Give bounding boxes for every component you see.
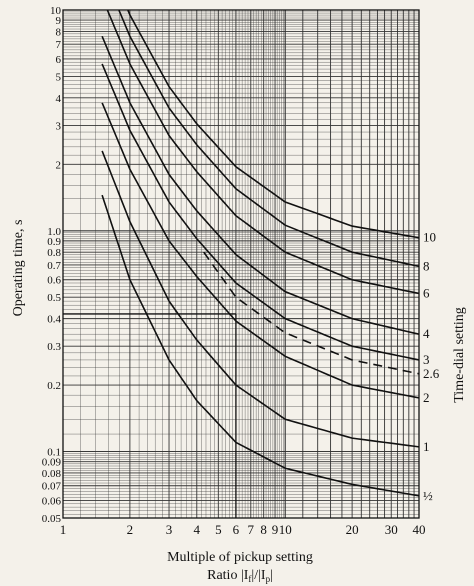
- series-label: 8: [423, 258, 430, 273]
- y-tick-label: 0.5: [47, 292, 61, 304]
- series-label: ½: [423, 488, 433, 503]
- x-axis-title-line1: Multiple of pickup setting: [167, 550, 313, 565]
- series-label: 6: [423, 285, 430, 300]
- x-tick-label: 10: [279, 522, 292, 537]
- ratio-label-start: Ratio |I: [207, 568, 249, 583]
- y-tick-label: 0.2: [47, 380, 61, 392]
- y-tick-label: 3: [56, 120, 62, 132]
- series-line-1: [101, 150, 420, 448]
- y-tick-label: 5: [56, 71, 62, 83]
- series-line-3: [101, 63, 420, 361]
- ratio-sub-f: f: [248, 574, 251, 584]
- series-line-2: [101, 102, 420, 399]
- y-tick-label: 0.9: [47, 236, 61, 248]
- series-line-10: [127, 9, 420, 239]
- y-tick-label: 0.08: [42, 468, 62, 480]
- plot-frame: [62, 9, 420, 519]
- x-tick-label: 2: [127, 522, 134, 537]
- x-tick-label: 40: [413, 522, 426, 537]
- series-label: 1: [423, 439, 430, 454]
- series-label: 10: [423, 230, 436, 245]
- ratio-sub-p: p: [266, 574, 271, 584]
- y-axis-title: Operating time, s: [11, 220, 26, 317]
- y-tick-label: 9: [56, 15, 62, 27]
- x-axis-title-line2: Ratio |If|/|Ip|: [207, 568, 273, 584]
- y-tick-label: 1.0: [47, 226, 61, 238]
- x-tick-label: 6: [233, 522, 240, 537]
- y-tick-label: 0.06: [42, 496, 62, 508]
- ratio-label-end: |: [270, 568, 273, 583]
- y-tick-label: 0.4: [47, 314, 61, 326]
- time-dial-axis-title: Time-dial setting: [452, 307, 467, 403]
- x-tick-label: 5: [215, 522, 222, 537]
- y-tick-label: 0.07: [42, 481, 62, 493]
- series-line-4: [101, 36, 420, 335]
- y-tick-label: 0.1: [47, 447, 61, 459]
- y-tick-label: 0.7: [47, 260, 61, 272]
- series-lines: [101, 9, 420, 497]
- series-line-6: [106, 9, 420, 295]
- x-tick-label: 7: [248, 522, 255, 537]
- y-tick-label: 0.05: [42, 513, 62, 525]
- x-tick-label: 4: [194, 522, 201, 537]
- x-tick-label: 1: [60, 522, 67, 537]
- y-tick-labels: 0.05 0.06 0.070.080.090.1 0.2 0.3 0.4 0.5 0.6 0.…: [42, 5, 62, 525]
- series-line-: [101, 194, 420, 497]
- x-tick-label: 30: [385, 522, 398, 537]
- y-tick-label: 4: [56, 93, 62, 105]
- y-tick-label: 0.3: [47, 341, 61, 353]
- y-tick-label: 0.09: [42, 457, 62, 469]
- x-tick-label: 3: [166, 522, 173, 537]
- y-tick-label: 10: [50, 5, 62, 17]
- series-line-8: [118, 9, 420, 268]
- x-tick-label: 8: [260, 522, 267, 537]
- y-tick-label: 0.6: [47, 275, 61, 287]
- series-label: 3: [423, 352, 430, 367]
- y-tick-label: 6: [56, 54, 62, 66]
- y-tick-label: 8: [56, 26, 62, 38]
- x-tick-label: 9: [272, 522, 279, 537]
- y-tick-label: 0.8: [47, 247, 61, 259]
- y-tick-label: 2: [56, 159, 62, 171]
- annotations: [63, 313, 237, 518]
- x-tick-labels: 1 2 3 4 5 6 7 8 9 10 20 30 40: [60, 522, 426, 537]
- series-label: 4: [423, 326, 430, 341]
- ratio-label-mid: |/|I: [251, 568, 265, 583]
- y-tick-label: 7: [56, 39, 62, 51]
- grid: [62, 9, 420, 519]
- series-labels: 10 8 6 4 32.6 2 1 ½: [423, 230, 440, 503]
- series-label: 2.6: [423, 366, 440, 381]
- series-label: 2: [423, 390, 430, 405]
- series-line-26: [203, 251, 420, 375]
- x-tick-label: 20: [346, 522, 359, 537]
